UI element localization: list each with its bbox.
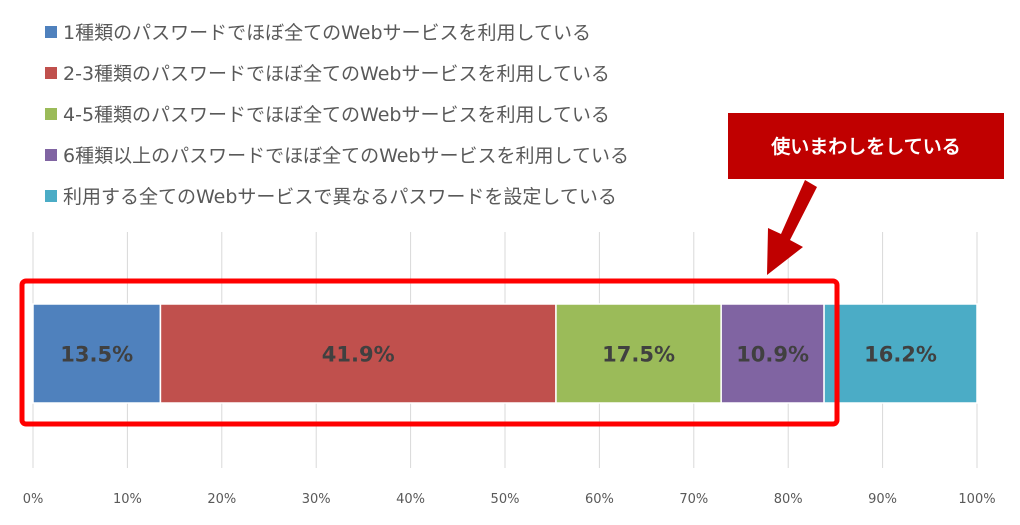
legend: 1種類のパスワードでほぼ全てのWebサービスを利用している 2-3種類のパスワード… [45,22,629,208]
x-tick-label: 50% [491,492,520,507]
data-labels: 13.5% 41.9% 17.5% 10.9% 16.2% [60,343,937,367]
x-tick-label: 10% [113,492,142,507]
data-label: 10.9% [736,343,809,367]
x-tick-label: 30% [302,492,331,507]
x-tick-label: 80% [774,492,803,507]
reuse-annotation: 使いまわしをしている [19,113,1004,427]
bar-segment [823,303,978,404]
x-tick-label: 40% [396,492,425,507]
legend-swatch [45,26,57,38]
callout-box [728,113,1004,179]
legend-swatch [45,190,57,202]
x-tick-label: 20% [207,492,236,507]
bar-segments [32,303,978,404]
bar-segment [32,303,162,404]
legend-label: 2-3種類のパスワードでほぼ全てのWebサービスを利用している [63,63,610,85]
callout-text: 使いまわしをしている [770,136,960,158]
legend-label: 利用する全てのWebサービスで異なるパスワードを設定している [63,186,617,208]
data-label: 41.9% [322,343,395,367]
legend-label: 4-5種類のパスワードでほぼ全てのWebサービスを利用している [63,104,610,126]
data-label: 16.2% [864,343,937,367]
callout-arrow-icon [767,180,817,275]
legend-swatch [45,108,57,120]
legend-label: 6種類以上のパスワードでほぼ全てのWebサービスを利用している [63,145,629,167]
data-label: 17.5% [602,343,675,367]
bar-segment [159,303,557,404]
legend-swatch [45,149,57,161]
data-label: 13.5% [60,343,133,367]
x-tick-label: 100% [958,492,995,507]
legend-label: 1種類のパスワードでほぼ全てのWebサービスを利用している [63,22,591,44]
bar-segment [720,303,825,404]
x-tick-label: 0% [23,492,44,507]
x-tick-label: 70% [679,492,708,507]
reuse-highlight-box [19,278,840,427]
bar-segment [555,303,722,404]
x-axis-ticks: 0% 10% 20% 30% 40% 50% 60% 70% 80% 90% 100% [23,492,996,507]
x-tick-label: 90% [868,492,897,507]
legend-swatch [45,67,57,79]
x-tick-label: 60% [585,492,614,507]
